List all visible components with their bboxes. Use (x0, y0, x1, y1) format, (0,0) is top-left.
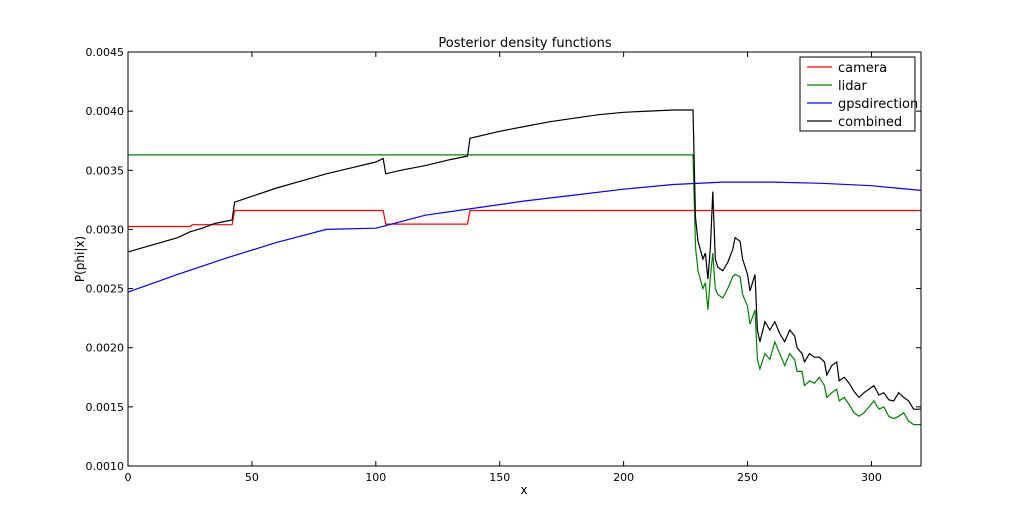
y-tick-label: 0.0040 (86, 105, 125, 118)
y-axis-label: P(phi|x) (73, 236, 87, 282)
x-tick-label: 150 (489, 471, 510, 484)
series-line-gpsdirection (127, 181, 922, 293)
legend-label-camera: camera (838, 61, 887, 76)
y-tick-label: 0.0035 (86, 164, 125, 177)
chart-title: Posterior density functions (438, 36, 611, 51)
legend-box (799, 56, 916, 132)
series-layer (127, 109, 922, 426)
x-tick-label: 300 (861, 471, 882, 484)
x-tick-label: 50 (245, 471, 259, 484)
legend-items: camera lidar gpsdirection combined (807, 61, 918, 130)
y-tick-label: 0.0010 (86, 460, 125, 473)
y-tick-label: 0.0015 (86, 401, 125, 414)
series-line-lidar (128, 154, 921, 426)
legend-label-gpsdirection: gpsdirection (838, 97, 918, 112)
legend-label-lidar: lidar (838, 79, 867, 94)
y-tick-label: 0.0025 (86, 283, 125, 296)
y-tick-label: 0.0045 (86, 46, 125, 59)
x-tick-label: 0 (125, 471, 132, 484)
legend-label-combined: combined (838, 115, 902, 130)
ticks-layer: 0 50 100 150 200 250 300 0.0010 0.0015 0.0020 0.00… (86, 46, 921, 484)
legend: camera lidar gpsdirection combined (799, 56, 918, 132)
x-tick-label: 200 (613, 471, 634, 484)
plot-frame (127, 51, 922, 467)
x-tick-label: 100 (365, 471, 386, 484)
x-axis-label: x (520, 483, 527, 497)
series-line-camera (128, 209, 921, 228)
series-line-combined (127, 109, 921, 410)
y-tick-label: 0.0030 (86, 223, 125, 236)
y-tick-label: 0.0020 (86, 342, 125, 355)
x-tick-label: 250 (737, 471, 758, 484)
